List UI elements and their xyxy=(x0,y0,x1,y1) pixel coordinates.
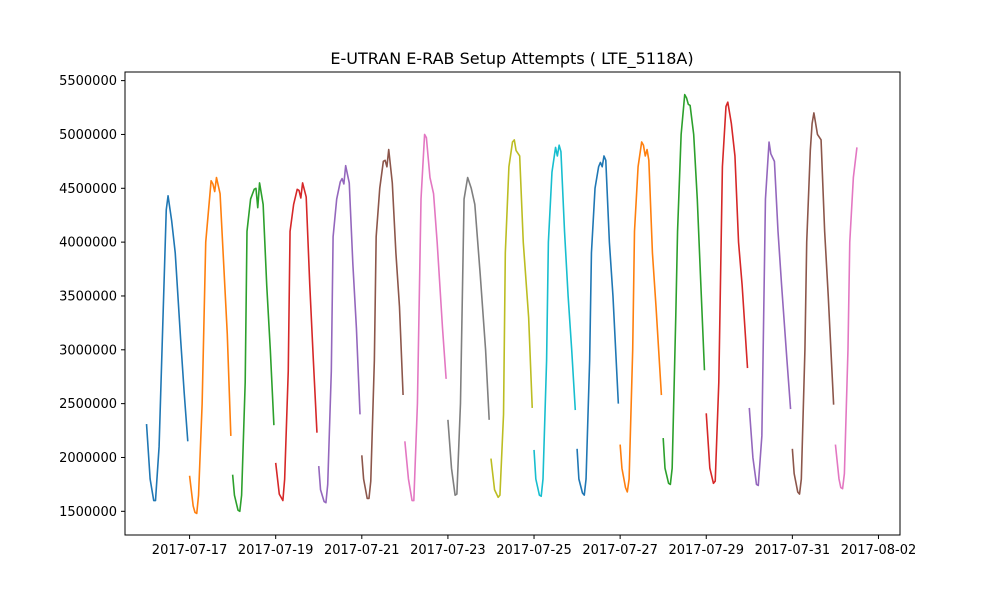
y-tick-label: 2000000 xyxy=(59,451,117,466)
series-line-5 xyxy=(317,164,361,504)
series-line-16 xyxy=(791,112,835,495)
series-line-6 xyxy=(361,148,404,500)
x-tick-label: 2017-07-31 xyxy=(755,543,831,558)
series-line-12 xyxy=(619,141,663,493)
plot-frame xyxy=(124,71,901,536)
series-line-10 xyxy=(533,144,577,498)
chart-title: E-UTRAN E-RAB Setup Attempts ( LTE_5118A… xyxy=(330,49,693,69)
series-line-2 xyxy=(188,176,232,515)
y-tick-label: 3500000 xyxy=(59,289,117,304)
x-tick-label: 2017-07-19 xyxy=(238,543,314,558)
y-tick-label: 4500000 xyxy=(59,182,117,197)
series-layer xyxy=(145,93,858,515)
series-line-13 xyxy=(662,93,706,486)
x-tick-label: 2017-07-25 xyxy=(496,543,572,558)
x-tick-label: 2017-07-17 xyxy=(152,543,228,558)
y-tick-label: 5500000 xyxy=(59,74,117,89)
series-line-14 xyxy=(705,101,749,485)
y-tick-label: 4000000 xyxy=(59,236,117,251)
series-line-9 xyxy=(490,139,534,499)
series-line-15 xyxy=(748,141,792,487)
x-tick-label: 2017-07-29 xyxy=(668,543,744,558)
series-line-17 xyxy=(834,147,858,490)
series-line-7 xyxy=(404,133,447,502)
series-line-4 xyxy=(274,182,318,502)
x-tick-label: 2017-08-02 xyxy=(841,543,917,558)
series-line-8 xyxy=(447,176,490,496)
x-tick-label: 2017-07-21 xyxy=(324,543,400,558)
y-tick-label: 3000000 xyxy=(59,343,117,358)
x-tick-label: 2017-07-27 xyxy=(582,543,658,558)
series-line-11 xyxy=(576,155,620,496)
axes-layer: 1500000 2000000 2500000 3000000 3500000 40000… xyxy=(59,71,917,558)
series-line-1 xyxy=(145,195,189,502)
y-tick-label: 5000000 xyxy=(59,128,117,143)
y-tick-label: 1500000 xyxy=(59,505,117,520)
y-tick-label: 2500000 xyxy=(59,397,117,412)
series-line-3 xyxy=(231,182,275,513)
x-tick-label: 2017-07-23 xyxy=(410,543,486,558)
